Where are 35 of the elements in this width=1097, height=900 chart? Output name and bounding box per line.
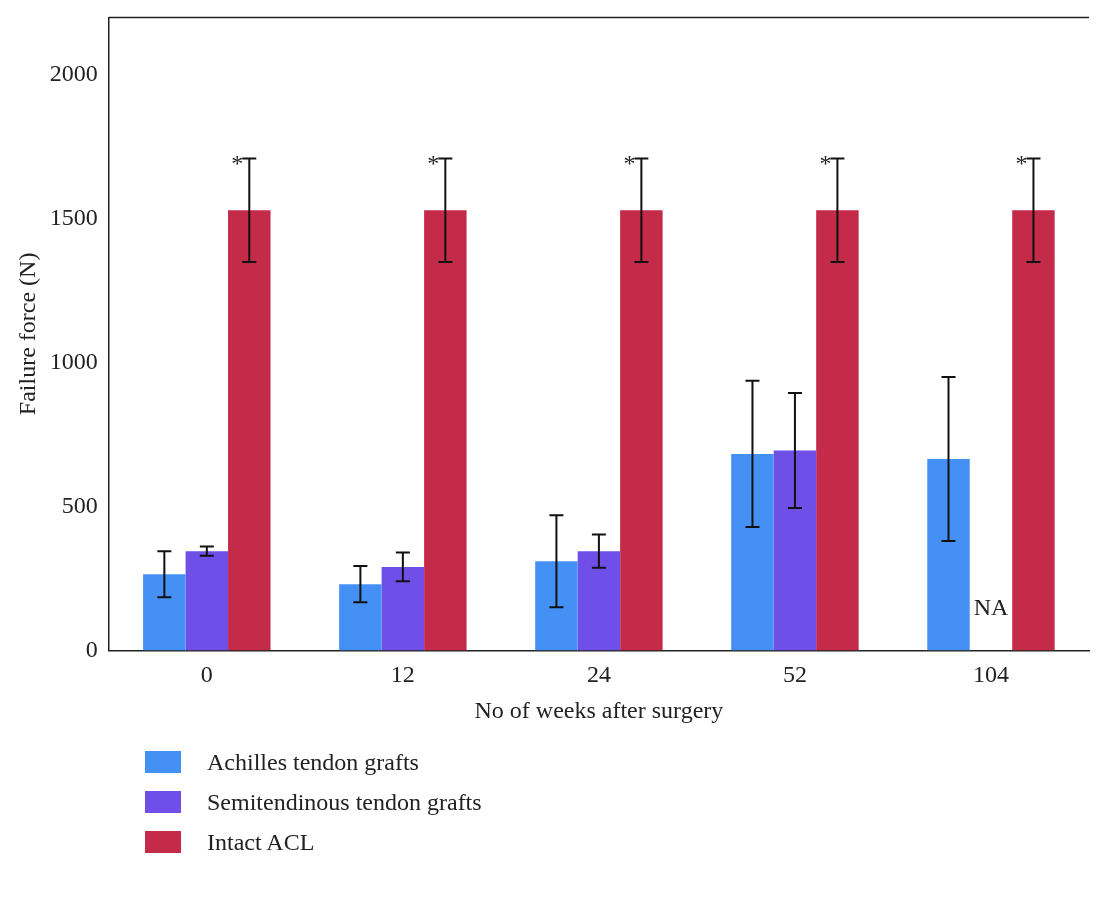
legend-label: Intact ACL (207, 828, 315, 856)
x-tick-label: 12 (390, 661, 415, 688)
legend-label: Achilles tendon grafts (207, 748, 419, 776)
bar (339, 584, 382, 651)
bar (535, 561, 578, 651)
y-axis-title: Failure force (N) (13, 252, 40, 416)
y-tick-label: 1500 (49, 204, 98, 231)
annotation: * (231, 149, 244, 176)
y-tick-label: 1000 (49, 347, 98, 374)
annotation: NA (973, 593, 1009, 620)
x-axis-title: No of weeks after surgery (474, 696, 724, 723)
bar (927, 459, 970, 651)
bar (381, 566, 425, 651)
bar (773, 450, 817, 651)
bar (424, 210, 467, 651)
legend-label: Semitendinous tendon grafts (207, 788, 482, 816)
x-tick-label: 104 (972, 661, 1009, 688)
x-tick-label: 0 (200, 661, 213, 688)
bar (816, 210, 859, 651)
y-tick-label: 2000 (49, 60, 98, 87)
bar (1012, 210, 1055, 651)
x-tick-label: 52 (782, 661, 807, 688)
annotation: * (623, 149, 636, 176)
bar (185, 551, 229, 651)
y-tick-label: 500 (61, 491, 98, 518)
bar (228, 210, 271, 651)
bar (620, 210, 663, 651)
x-tick-label: 24 (586, 661, 611, 688)
bar (731, 453, 774, 651)
annotation: * (427, 149, 440, 176)
y-tick-label: 0 (85, 635, 98, 662)
bar (143, 574, 186, 651)
bar (577, 551, 621, 651)
annotation: * (819, 149, 832, 176)
annotation: * (1015, 149, 1028, 176)
